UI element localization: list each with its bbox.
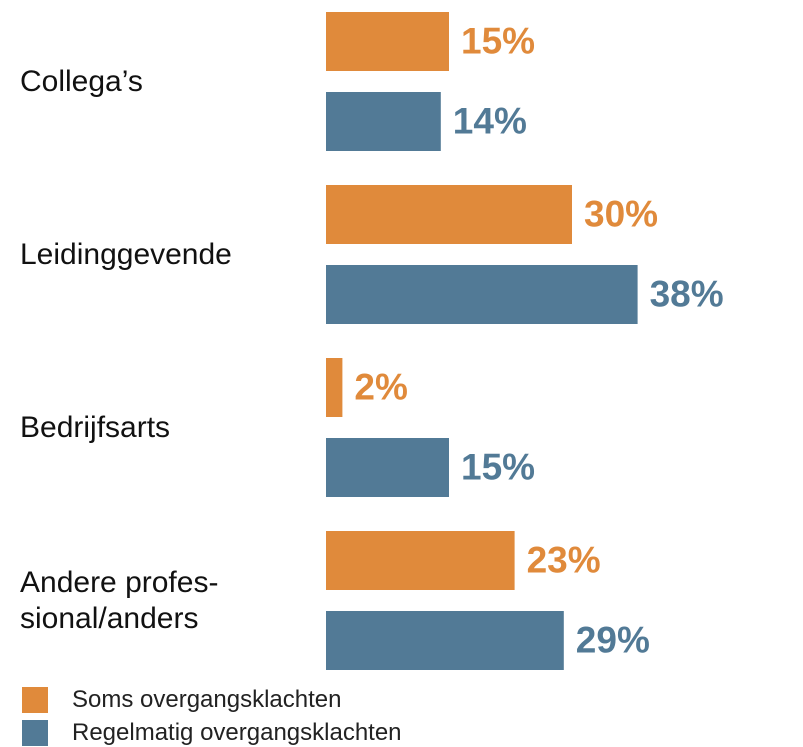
value-label: 14% bbox=[453, 100, 527, 141]
category-label: Bedrijfsarts bbox=[20, 410, 171, 444]
legend-swatch bbox=[22, 720, 48, 746]
value-label: 38% bbox=[650, 273, 724, 314]
category-label: Andere profes- sional/anders bbox=[20, 565, 219, 635]
category-label: Leidinggevende bbox=[20, 237, 232, 271]
bar bbox=[326, 92, 441, 151]
bar bbox=[326, 531, 515, 590]
value-label: 23% bbox=[527, 539, 601, 580]
value-label: 2% bbox=[354, 366, 407, 407]
bar bbox=[326, 438, 449, 497]
value-label: 29% bbox=[576, 619, 650, 660]
value-label: 30% bbox=[584, 193, 658, 234]
value-label: 15% bbox=[461, 20, 535, 61]
value-label: 15% bbox=[461, 446, 535, 487]
bar bbox=[326, 358, 343, 417]
legend-label: Soms overgangsklachten bbox=[72, 686, 342, 713]
category-label: Collega’s bbox=[20, 64, 143, 98]
bar bbox=[326, 12, 449, 71]
bar bbox=[326, 611, 564, 670]
bar bbox=[326, 185, 572, 244]
bar bbox=[326, 265, 638, 324]
legend-label: Regelmatig overgangsklachten bbox=[72, 719, 402, 746]
legend-swatch bbox=[22, 687, 48, 713]
